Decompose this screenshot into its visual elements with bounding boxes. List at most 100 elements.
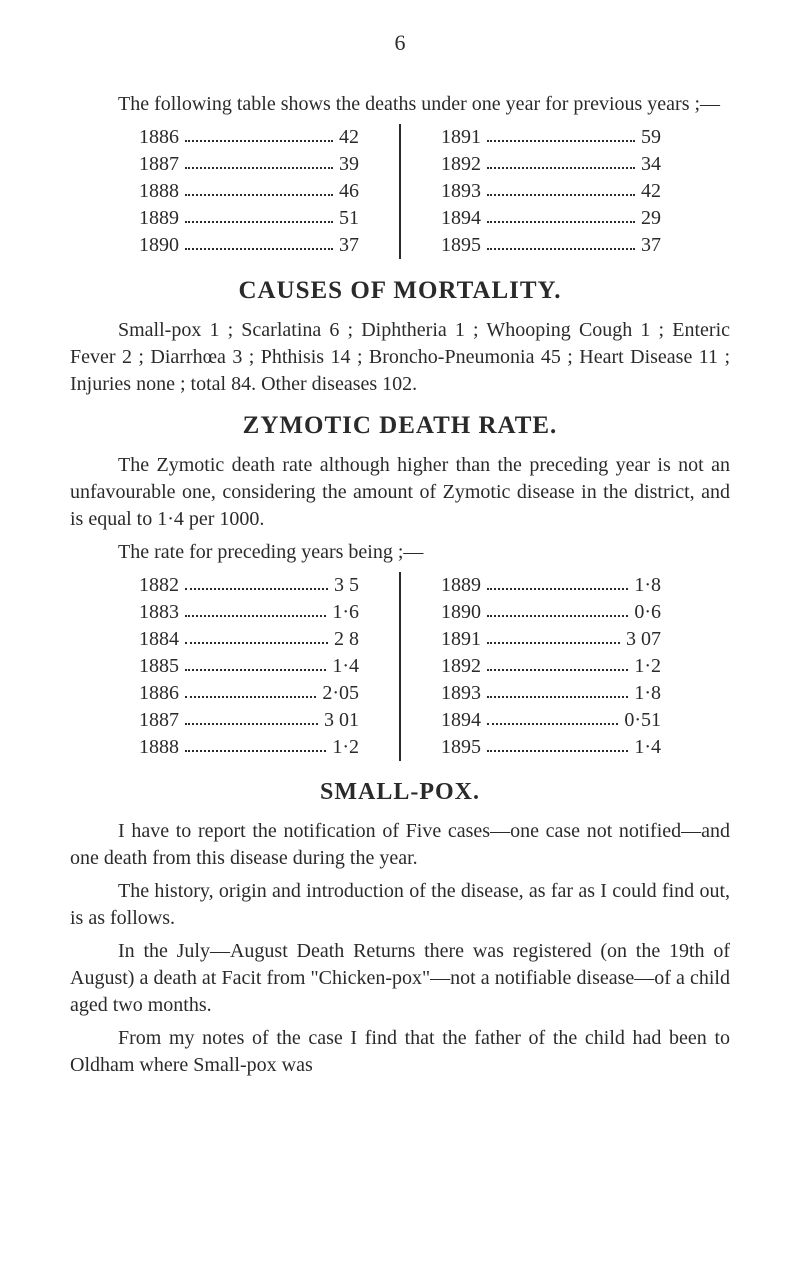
table-row: 1888 46 xyxy=(139,178,359,205)
value-cell: 3 5 xyxy=(334,572,359,599)
year-cell: 1888 xyxy=(139,178,179,205)
year-cell: 1889 xyxy=(139,205,179,232)
heading-causes: CAUSES OF MORTALITY. xyxy=(70,277,730,305)
table-row: 1886 42 xyxy=(139,124,359,151)
table-row: 1890 37 xyxy=(139,232,359,259)
dot-leader xyxy=(487,626,620,644)
dot-leader xyxy=(487,734,628,752)
year-cell: 1883 xyxy=(139,599,179,626)
dot-leader xyxy=(487,599,628,617)
value-cell: 1·8 xyxy=(634,680,661,707)
page-number: 6 xyxy=(70,30,730,56)
dot-leader xyxy=(487,680,628,698)
zymotic-table-left: 1882 3 5 1883 1·6 1884 2 818851·41886 2·05 1887… xyxy=(139,572,359,761)
zymotic-table: 18823 518831·618842 818851·418862·051887… xyxy=(70,572,730,761)
dot-leader xyxy=(185,151,333,169)
value-cell: 42 xyxy=(339,124,359,151)
mortality-table-left: 1886 42 1887 39 1888 46 1889 51 1890 37 xyxy=(139,124,359,259)
year-cell: 1887 xyxy=(139,707,179,734)
value-cell: 3 07 xyxy=(626,626,661,653)
year-cell: 1894 xyxy=(441,707,481,734)
value-cell: 1·2 xyxy=(634,653,661,680)
year-cell: 1886 xyxy=(139,124,179,151)
value-cell: 1·8 xyxy=(634,572,661,599)
table-row: 189342 xyxy=(441,178,661,205)
dot-leader xyxy=(487,572,628,590)
year-cell: 1888 xyxy=(139,734,179,761)
mortality-table-right: 1891 591892341893421894 29189537 xyxy=(441,124,661,259)
year-cell: 1894 xyxy=(441,205,481,232)
value-cell: 2 8 xyxy=(334,626,359,653)
table-row: 1891 59 xyxy=(441,124,661,151)
intro-paragraph-1: The following table shows the deaths und… xyxy=(70,91,730,118)
dot-leader xyxy=(487,205,635,223)
zymotic-paragraph: The Zymotic death rate although higher t… xyxy=(70,452,730,533)
smallpox-para-4: From my notes of the case I find that th… xyxy=(70,1025,730,1079)
year-cell: 1882 xyxy=(139,572,179,599)
year-cell: 1890 xyxy=(441,599,481,626)
dot-leader xyxy=(185,178,333,196)
heading-smallpox: SMALL-POX. xyxy=(70,779,730,806)
dot-leader xyxy=(185,680,316,698)
year-cell: 1886 xyxy=(139,680,179,707)
smallpox-para-1: I have to report the notification of Fiv… xyxy=(70,818,730,872)
table-row: 1895 1·4 xyxy=(441,734,661,761)
table-row: 1884 2 8 xyxy=(139,626,359,653)
value-cell: 3 01 xyxy=(324,707,359,734)
year-cell: 1884 xyxy=(139,626,179,653)
table-divider xyxy=(399,572,401,761)
dot-leader xyxy=(185,599,326,617)
table-row: 1882 3 5 xyxy=(139,572,359,599)
zymotic-table-right: 18891·818900·618913 0718921·218931·81894… xyxy=(441,572,661,761)
dot-leader xyxy=(487,124,635,142)
table-row: 1894 0·51 xyxy=(441,707,661,734)
table-row: 18921·2 xyxy=(441,653,661,680)
causes-paragraph: Small-pox 1 ; Scarlatina 6 ; Diphtheria … xyxy=(70,317,730,398)
dot-leader xyxy=(185,124,333,142)
table-row: 1887 39 xyxy=(139,151,359,178)
table-row: 1889 51 xyxy=(139,205,359,232)
value-cell: 42 xyxy=(641,178,661,205)
dot-leader xyxy=(487,653,628,671)
value-cell: 29 xyxy=(641,205,661,232)
value-cell: 59 xyxy=(641,124,661,151)
mortality-table: 188642188739188846188951189037 189159189… xyxy=(70,124,730,259)
value-cell: 1·2 xyxy=(332,734,359,761)
value-cell: 51 xyxy=(339,205,359,232)
value-cell: 1·6 xyxy=(332,599,359,626)
intro-paragraph-2: The rate for preceding years being ;— xyxy=(70,539,730,566)
dot-leader xyxy=(185,626,328,644)
table-row: 18851·4 xyxy=(139,653,359,680)
table-row: 1886 2·05 xyxy=(139,680,359,707)
value-cell: 2·05 xyxy=(322,680,359,707)
dot-leader xyxy=(185,653,326,671)
value-cell: 0·51 xyxy=(624,707,661,734)
year-cell: 1885 xyxy=(139,653,179,680)
year-cell: 1890 xyxy=(139,232,179,259)
dot-leader xyxy=(185,572,328,590)
year-cell: 1891 xyxy=(441,124,481,151)
table-row: 189537 xyxy=(441,232,661,259)
dot-leader xyxy=(185,734,326,752)
value-cell: 0·6 xyxy=(634,599,661,626)
dot-leader xyxy=(487,151,635,169)
table-row: 189234 xyxy=(441,151,661,178)
table-row: 1888 1·2 xyxy=(139,734,359,761)
year-cell: 1889 xyxy=(441,572,481,599)
dot-leader xyxy=(487,707,618,725)
value-cell: 37 xyxy=(339,232,359,259)
year-cell: 1891 xyxy=(441,626,481,653)
value-cell: 46 xyxy=(339,178,359,205)
heading-zymotic: ZYMOTIC DEATH RATE. xyxy=(70,412,730,440)
year-cell: 1887 xyxy=(139,151,179,178)
year-cell: 1895 xyxy=(441,734,481,761)
table-row: 1890 0·6 xyxy=(441,599,661,626)
dot-leader xyxy=(487,178,635,196)
dot-leader xyxy=(185,205,333,223)
smallpox-para-2: The history, origin and introduction of … xyxy=(70,878,730,932)
value-cell: 1·4 xyxy=(634,734,661,761)
table-row: 1889 1·8 xyxy=(441,572,661,599)
table-row: 1891 3 07 xyxy=(441,626,661,653)
smallpox-para-3: In the July—August Death Returns there w… xyxy=(70,938,730,1019)
value-cell: 39 xyxy=(339,151,359,178)
